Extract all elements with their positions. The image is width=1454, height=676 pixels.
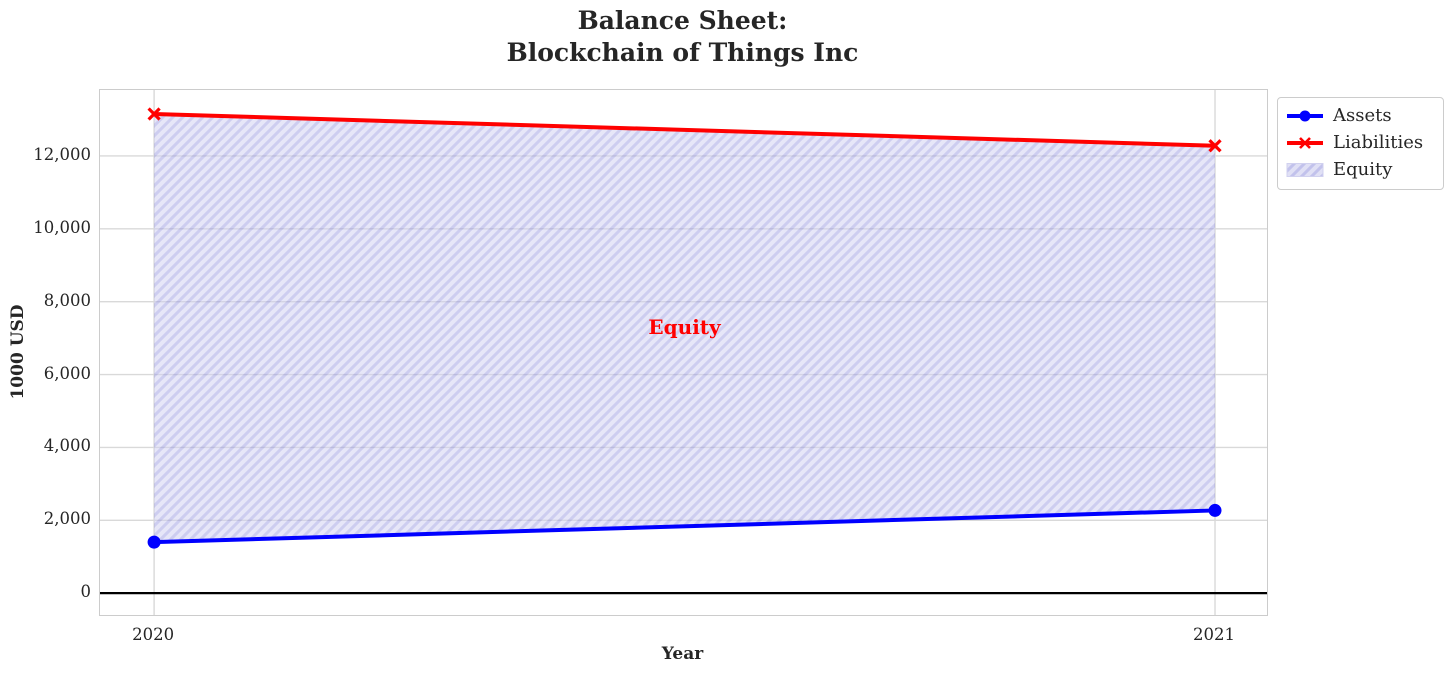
chart-title: Balance Sheet: Blockchain of Things Inc: [99, 5, 1266, 69]
plot-area: Equity: [99, 89, 1268, 616]
y-axis-label: 1000 USD: [8, 304, 28, 400]
legend-item-liabilities: Liabilities: [1286, 133, 1433, 153]
legend-label-equity: Equity: [1333, 159, 1393, 180]
y-tick-label: 2,000: [43, 509, 91, 529]
x-axis-label: Year: [661, 644, 704, 664]
y-tick-label: 6,000: [43, 363, 91, 383]
legend-item-equity: Equity: [1286, 160, 1433, 180]
x-tick-label: 2020: [132, 625, 175, 644]
y-tick-label: 12,000: [33, 144, 91, 164]
chart-title-line1: Balance Sheet:: [577, 6, 788, 35]
legend: Assets Liabilities Equity: [1277, 97, 1444, 190]
y-tick-label: 4,000: [43, 436, 91, 456]
legend-equity-swatch-icon: [1286, 162, 1324, 178]
y-tick-label: 8,000: [43, 290, 91, 310]
y-tick-label: 10,000: [33, 217, 91, 237]
equity-annotation: Equity: [648, 315, 721, 340]
chart-title-line2: Blockchain of Things Inc: [506, 38, 859, 67]
legend-item-assets: Assets: [1286, 106, 1433, 126]
legend-label-assets: Assets: [1333, 105, 1392, 126]
chart-canvas: [100, 90, 1267, 615]
x-tick-label: 2021: [1193, 625, 1235, 644]
legend-label-liabilities: Liabilities: [1333, 132, 1424, 153]
legend-liabilities-line-icon: [1286, 135, 1324, 151]
y-tick-label: 0: [80, 582, 92, 602]
legend-assets-line-icon: [1286, 108, 1324, 124]
